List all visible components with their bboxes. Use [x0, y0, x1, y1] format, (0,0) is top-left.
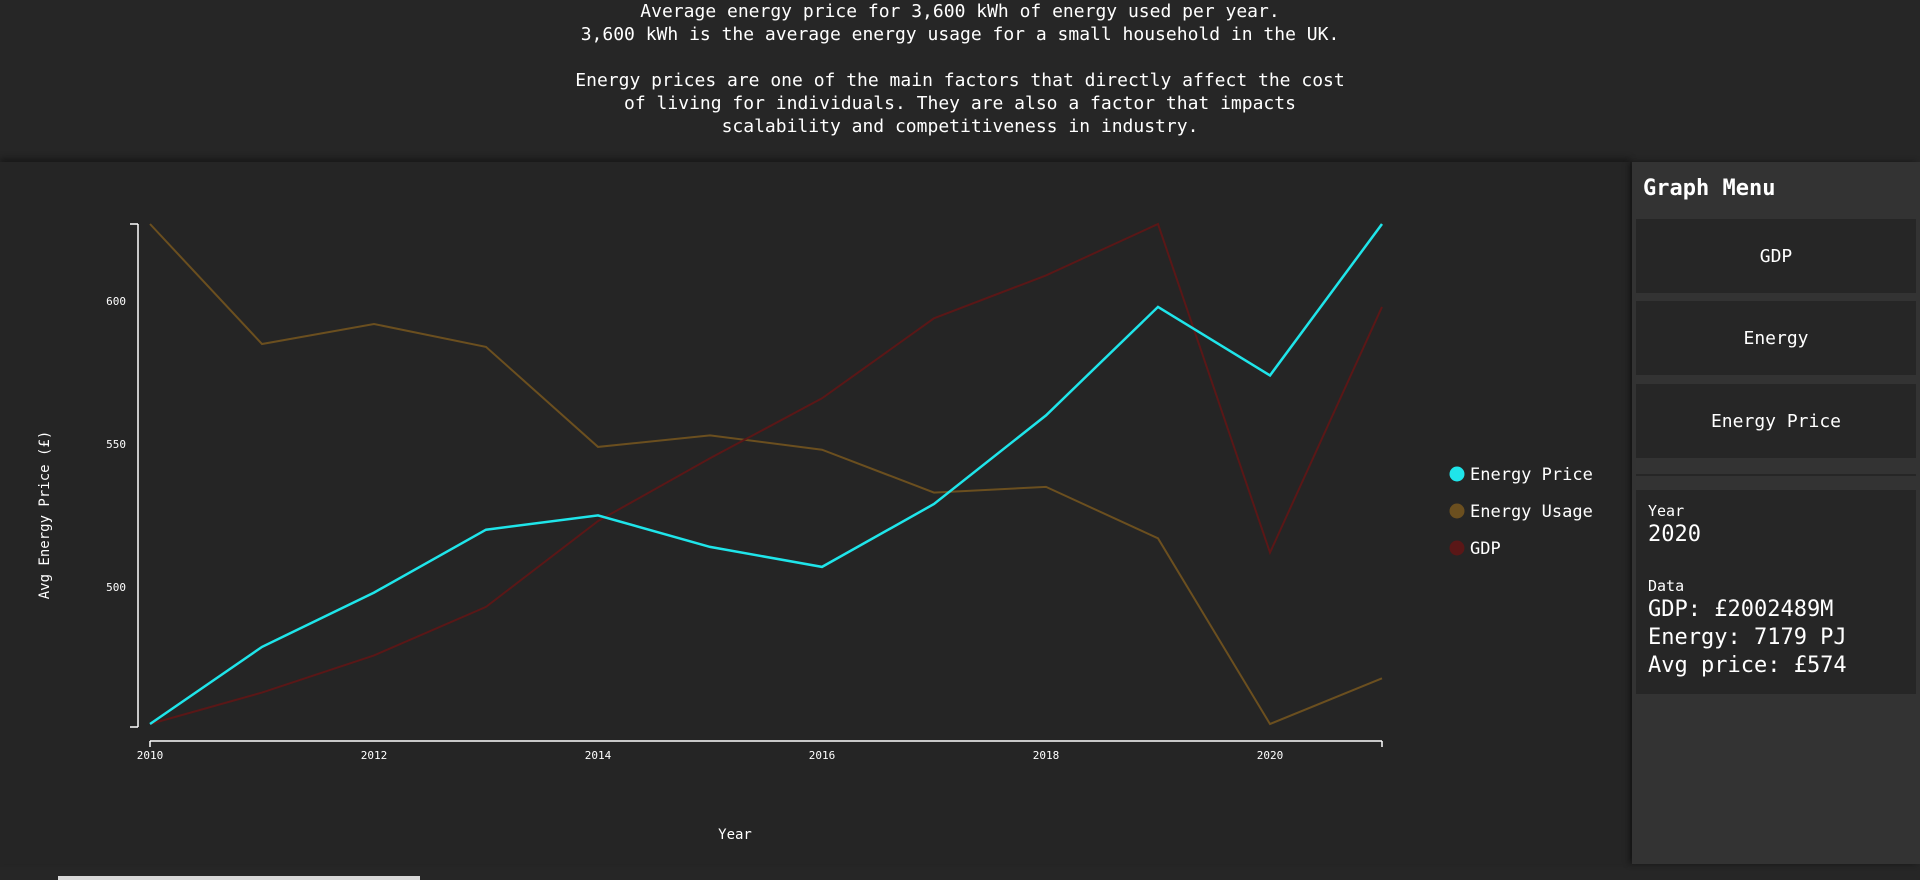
horizontal-scrollbar[interactable] [58, 876, 420, 880]
header-line-5: scalability and competitiveness in indus… [721, 116, 1199, 137]
y-tick-label: 500 [106, 581, 126, 594]
legend-item-gdp[interactable]: GDP [1449, 539, 1501, 559]
page-header: Average energy price for 3,600 kWh of en… [0, 0, 1920, 160]
data-label: Data [1648, 577, 1685, 595]
legend: Energy Price Energy Usage GDP [1449, 465, 1593, 559]
header-line-3: Energy prices are one of the main factor… [575, 70, 1345, 91]
legend-item-energy-usage[interactable]: Energy Usage [1449, 502, 1593, 522]
year-value: 2020 [1648, 522, 1701, 547]
legend-label: Energy Price [1470, 465, 1593, 485]
series-line-gdp [149, 222, 1383, 725]
legend-swatch-icon [1449, 540, 1465, 556]
legend-swatch-icon [1449, 466, 1465, 482]
legend-swatch-icon [1449, 503, 1465, 519]
header-spacer [0, 46, 1920, 69]
x-axis-title: Year [718, 827, 752, 843]
header-line-1: Average energy price for 3,600 kWh of en… [640, 1, 1280, 22]
graph-menu: Graph Menu GDP Energy Energy Price Year … [1632, 162, 1920, 864]
header-line-4: of living for individuals. They are also… [624, 93, 1296, 114]
chart-panel: 500 550 600 2010 2012 2014 2016 2018 2020 Energy… [0, 162, 1630, 864]
y-axis-title: Avg Energy Price (£) [37, 431, 53, 600]
axis-layer: 500 550 600 2010 2012 2014 2016 2018 2020 [106, 223, 1383, 762]
x-tick-label: 2016 [809, 749, 836, 762]
menu-divider [1636, 474, 1916, 476]
line-chart: 500 550 600 2010 2012 2014 2016 2018 2020 Energy… [37, 222, 1593, 843]
x-tick-label: 2018 [1033, 749, 1060, 762]
year-label: Year [1648, 502, 1685, 520]
menu-title: Graph Menu [1643, 176, 1776, 201]
x-tick-label: 2020 [1257, 749, 1284, 762]
avg-price-value: Avg price: £574 [1648, 653, 1847, 678]
data-info-box: Year 2020 Data GDP: £2002489M Energy: 71… [1636, 490, 1916, 694]
y-tick-label: 600 [106, 295, 126, 308]
x-tick-label: 2014 [585, 749, 612, 762]
energy-value: Energy: 7179 PJ [1648, 625, 1847, 650]
series-line-energy-price [149, 223, 1384, 726]
legend-label: Energy Usage [1470, 502, 1593, 522]
energy-price-button[interactable]: Energy Price [1636, 384, 1916, 458]
gdp-value: GDP: £2002489M [1648, 597, 1834, 622]
energy-button[interactable]: Energy [1636, 301, 1916, 375]
series-line-energy-usage [149, 223, 1383, 726]
y-tick-label: 550 [106, 438, 126, 451]
x-tick-label: 2012 [361, 749, 388, 762]
series-layer [149, 222, 1384, 726]
legend-item-energy-price[interactable]: Energy Price [1449, 465, 1593, 485]
x-tick-label: 2010 [137, 749, 164, 762]
header-line-2: 3,600 kWh is the average energy usage fo… [580, 24, 1340, 45]
gdp-button[interactable]: GDP [1636, 219, 1916, 293]
legend-label: GDP [1470, 539, 1501, 559]
